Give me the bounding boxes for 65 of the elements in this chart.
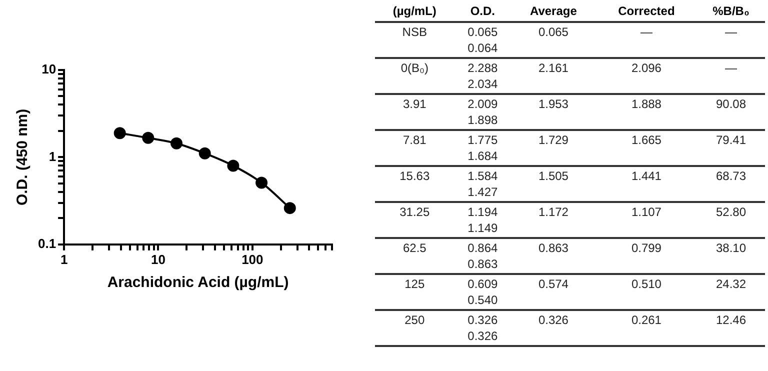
text: 2.009 1.898 (454, 94, 512, 130)
text: 24.32 (697, 274, 765, 310)
text: 7.81 (375, 130, 454, 166)
text: 0.326 (511, 310, 596, 346)
y-tick-label: 1 (48, 148, 56, 164)
text: 0.799 (596, 238, 698, 274)
text: 0.326 0.326 (454, 310, 512, 346)
text: 0.863 (511, 238, 596, 274)
text: 3.91 (375, 94, 454, 130)
text: — (697, 58, 765, 94)
text: 0.864 0.863 (454, 238, 512, 274)
text: 1.172 (511, 202, 596, 238)
text: 250 (375, 310, 454, 346)
point (227, 160, 240, 172)
text: 1.729 (511, 130, 596, 166)
text: 1.953 (511, 94, 596, 130)
text: — (697, 22, 765, 58)
category-label: (µg/mL) (375, 0, 454, 22)
text: 1.194 1.149 (454, 202, 512, 238)
category-label: %B/B₀ (697, 0, 765, 22)
text: — (596, 22, 698, 58)
text: 62.5 (375, 238, 454, 274)
text: 79.41 (697, 130, 765, 166)
text: 68.73 (697, 166, 765, 202)
text: 15.63 (375, 166, 454, 202)
point (142, 132, 154, 144)
x-tick-label: 1 (60, 252, 68, 267)
text: 1.665 (596, 130, 698, 166)
text: 0.261 (596, 310, 698, 346)
text: 38.10 (697, 238, 765, 274)
point (284, 202, 296, 214)
text: 0(B₀) (375, 58, 454, 94)
point (198, 147, 211, 160)
text: 12.46 (697, 310, 765, 346)
y-axis-title: O.D. (450 nm) (14, 108, 32, 206)
text: 0.609 0.540 (454, 274, 512, 310)
text: 0.574 (511, 274, 596, 310)
text: 1.584 1.427 (454, 166, 512, 202)
text: 0.065 0.064 (454, 22, 512, 58)
text: 1.107 (596, 202, 698, 238)
text: 1.441 (596, 166, 698, 202)
y-tick-label: 0.1 (38, 236, 56, 251)
point (170, 137, 183, 150)
text: 1.505 (511, 166, 596, 202)
text: 2.096 (596, 58, 698, 94)
x-tick-label: 10 (151, 252, 166, 267)
category-label: O.D. (454, 0, 512, 22)
text: 1.888 (596, 94, 698, 130)
text: 90.08 (697, 94, 765, 130)
category-label: Corrected (596, 0, 698, 22)
y-tick-label: 10 (42, 62, 56, 77)
text: 0.510 (596, 274, 698, 310)
text: 0.065 (511, 22, 596, 58)
point (114, 127, 126, 140)
text: 31.25 (375, 202, 454, 238)
text: 52.80 (697, 202, 765, 238)
category-label: Average (511, 0, 596, 22)
text: NSB (375, 22, 454, 58)
text: 1.775 1.684 (454, 130, 512, 166)
x-tick-label: 100 (242, 252, 264, 267)
text: 125 (375, 274, 454, 310)
point (256, 176, 268, 189)
text: 2.161 (511, 58, 596, 94)
text: 2.288 2.034 (454, 58, 512, 94)
x-axis-title: Arachidonic Acid (µg/mL) (107, 274, 289, 292)
